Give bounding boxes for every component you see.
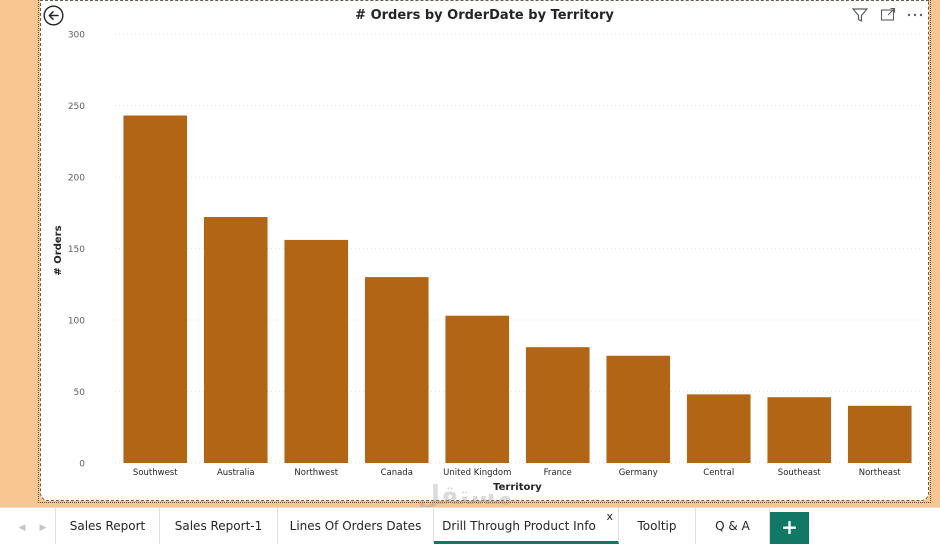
tab-scroll-right-icon[interactable]: ▶ bbox=[39, 523, 47, 533]
x-tick-label: Germany bbox=[619, 468, 658, 478]
close-tab-icon[interactable]: x bbox=[606, 510, 613, 523]
x-tick-label: Northwest bbox=[294, 468, 338, 478]
y-tick-label: 50 bbox=[74, 388, 86, 398]
tab-scroll-left-icon[interactable]: ◀ bbox=[18, 523, 26, 533]
bar[interactable] bbox=[284, 239, 349, 463]
x-tick-label: Canada bbox=[381, 468, 413, 478]
x-tick-label: Southeast bbox=[778, 468, 822, 478]
bar[interactable] bbox=[847, 405, 912, 463]
chart-title: # Orders by OrderDate by Territory bbox=[355, 8, 614, 23]
tab-sales-report[interactable]: Sales Report bbox=[55, 508, 160, 544]
tab-q-and-a[interactable]: Q & A bbox=[696, 508, 770, 544]
y-tick-label: 300 bbox=[68, 31, 85, 41]
x-tick-label: Southwest bbox=[133, 468, 178, 478]
bar[interactable] bbox=[606, 355, 671, 463]
tab-lines-of-orders-dates[interactable]: Lines Of Orders Dates bbox=[278, 508, 434, 544]
tab-tooltip[interactable]: Tooltip bbox=[619, 508, 696, 544]
y-tick-label: 250 bbox=[68, 102, 85, 112]
x-tick-label: Australia bbox=[217, 468, 255, 478]
tab-drill-through-product-info[interactable]: Drill Through Product Info x bbox=[434, 508, 619, 544]
bar-chart: 0 50 100 150 200 250 300 # Orders Southwest Austr… bbox=[53, 31, 920, 493]
bar[interactable] bbox=[123, 115, 188, 463]
x-tick-label: Northeast bbox=[859, 468, 902, 478]
y-tick-label: 0 bbox=[79, 460, 85, 470]
y-tick-label: 200 bbox=[68, 174, 85, 184]
bar[interactable] bbox=[525, 347, 590, 463]
y-tick-label: 150 bbox=[68, 245, 85, 255]
more-options-icon[interactable] bbox=[906, 6, 924, 24]
bar[interactable] bbox=[767, 397, 832, 463]
add-page-button[interactable]: + bbox=[770, 512, 809, 544]
focus-mode-icon[interactable] bbox=[879, 6, 897, 24]
bar[interactable] bbox=[203, 217, 268, 463]
x-tick-label: United Kingdom bbox=[443, 468, 511, 478]
y-tick-label: 100 bbox=[68, 317, 85, 327]
bar[interactable] bbox=[445, 315, 510, 463]
bar[interactable] bbox=[686, 394, 751, 463]
x-axis-title: Territory bbox=[493, 482, 542, 493]
bar[interactable] bbox=[364, 277, 429, 463]
filter-icon[interactable] bbox=[851, 6, 869, 24]
tab-sales-report-1[interactable]: Sales Report-1 bbox=[160, 508, 278, 544]
chart-visual[interactable]: # Orders by OrderDate by Territory 0 50 10… bbox=[40, 0, 929, 501]
x-tick-label: Central bbox=[703, 468, 734, 478]
x-tick-label: France bbox=[544, 468, 572, 478]
y-axis-title: # Orders bbox=[53, 225, 64, 275]
page-tab-bar: ◀ ▶ Sales Report Sales Report-1 Lines Of… bbox=[0, 507, 940, 550]
back-arrow-icon[interactable] bbox=[43, 5, 64, 26]
